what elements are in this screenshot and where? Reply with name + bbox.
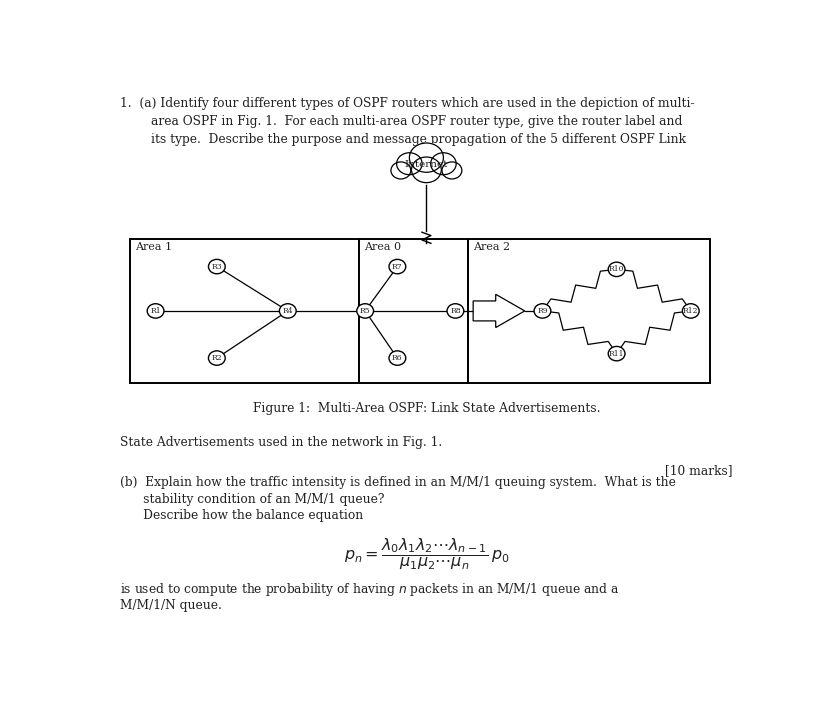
- Circle shape: [389, 351, 406, 365]
- Text: (b)  Explain how the traffic intensity is defined in an M/M/1 queuing system.  W: (b) Explain how the traffic intensity is…: [120, 476, 676, 489]
- Text: R8: R8: [450, 307, 461, 315]
- Text: R11: R11: [609, 350, 624, 358]
- Text: 1.  (a) Identify four different types of OSPF routers which are used in the depi: 1. (a) Identify four different types of …: [120, 97, 695, 110]
- Circle shape: [280, 304, 296, 318]
- Text: State Advertisements used in the network in Fig. 1.: State Advertisements used in the network…: [120, 436, 443, 449]
- Circle shape: [209, 259, 225, 274]
- Circle shape: [608, 346, 625, 361]
- Text: $p_n = \dfrac{\lambda_0\lambda_1\lambda_2\cdots\lambda_{n-1}}{\mu_1\mu_2\cdots\m: $p_n = \dfrac{\lambda_0\lambda_1\lambda_…: [344, 536, 509, 572]
- Text: is used to compute the probability of having $n$ packets in an M/M/1 queue and a: is used to compute the probability of ha…: [120, 581, 619, 598]
- Text: area OSPF in Fig. 1.  For each multi-area OSPF router type, give the router labe: area OSPF in Fig. 1. For each multi-area…: [120, 115, 682, 128]
- Text: Area 2: Area 2: [473, 242, 511, 251]
- Text: R3: R3: [211, 263, 222, 271]
- Circle shape: [534, 304, 551, 318]
- Text: R12: R12: [683, 307, 699, 315]
- Text: [10 marks]: [10 marks]: [665, 464, 733, 477]
- Circle shape: [608, 262, 625, 276]
- Text: M/M/1/N queue.: M/M/1/N queue.: [120, 598, 222, 612]
- Circle shape: [431, 153, 456, 175]
- Bar: [130, 239, 359, 383]
- Circle shape: [682, 304, 699, 318]
- Polygon shape: [473, 294, 525, 328]
- Text: R6: R6: [392, 354, 403, 362]
- Circle shape: [391, 162, 411, 179]
- Circle shape: [147, 304, 164, 318]
- Circle shape: [442, 162, 462, 179]
- Text: Internet: Internet: [404, 160, 448, 168]
- Circle shape: [409, 143, 443, 172]
- Text: R5: R5: [359, 307, 370, 315]
- Circle shape: [389, 259, 406, 274]
- Text: R7: R7: [392, 263, 403, 271]
- Text: Area 1: Area 1: [135, 242, 172, 251]
- Circle shape: [357, 304, 374, 318]
- Text: its type.  Describe the purpose and message propagation of the 5 different OSPF : its type. Describe the purpose and messa…: [120, 133, 686, 146]
- Text: Figure 1:  Multi-Area OSPF: Link State Advertisements.: Figure 1: Multi-Area OSPF: Link State Ad…: [253, 402, 600, 415]
- Text: R4: R4: [282, 307, 293, 315]
- Circle shape: [447, 304, 463, 318]
- Text: R2: R2: [211, 354, 222, 362]
- Text: R9: R9: [537, 307, 547, 315]
- Bar: [468, 239, 711, 383]
- Circle shape: [412, 157, 441, 183]
- Circle shape: [209, 351, 225, 365]
- Text: R1: R1: [151, 307, 161, 315]
- Bar: [359, 239, 468, 383]
- Text: R10: R10: [609, 266, 624, 274]
- Text: stability condition of an M/M/1 queue?: stability condition of an M/M/1 queue?: [120, 493, 384, 506]
- Text: Describe how the balance equation: Describe how the balance equation: [120, 509, 364, 522]
- Text: Area 0: Area 0: [364, 242, 401, 251]
- Circle shape: [397, 153, 422, 175]
